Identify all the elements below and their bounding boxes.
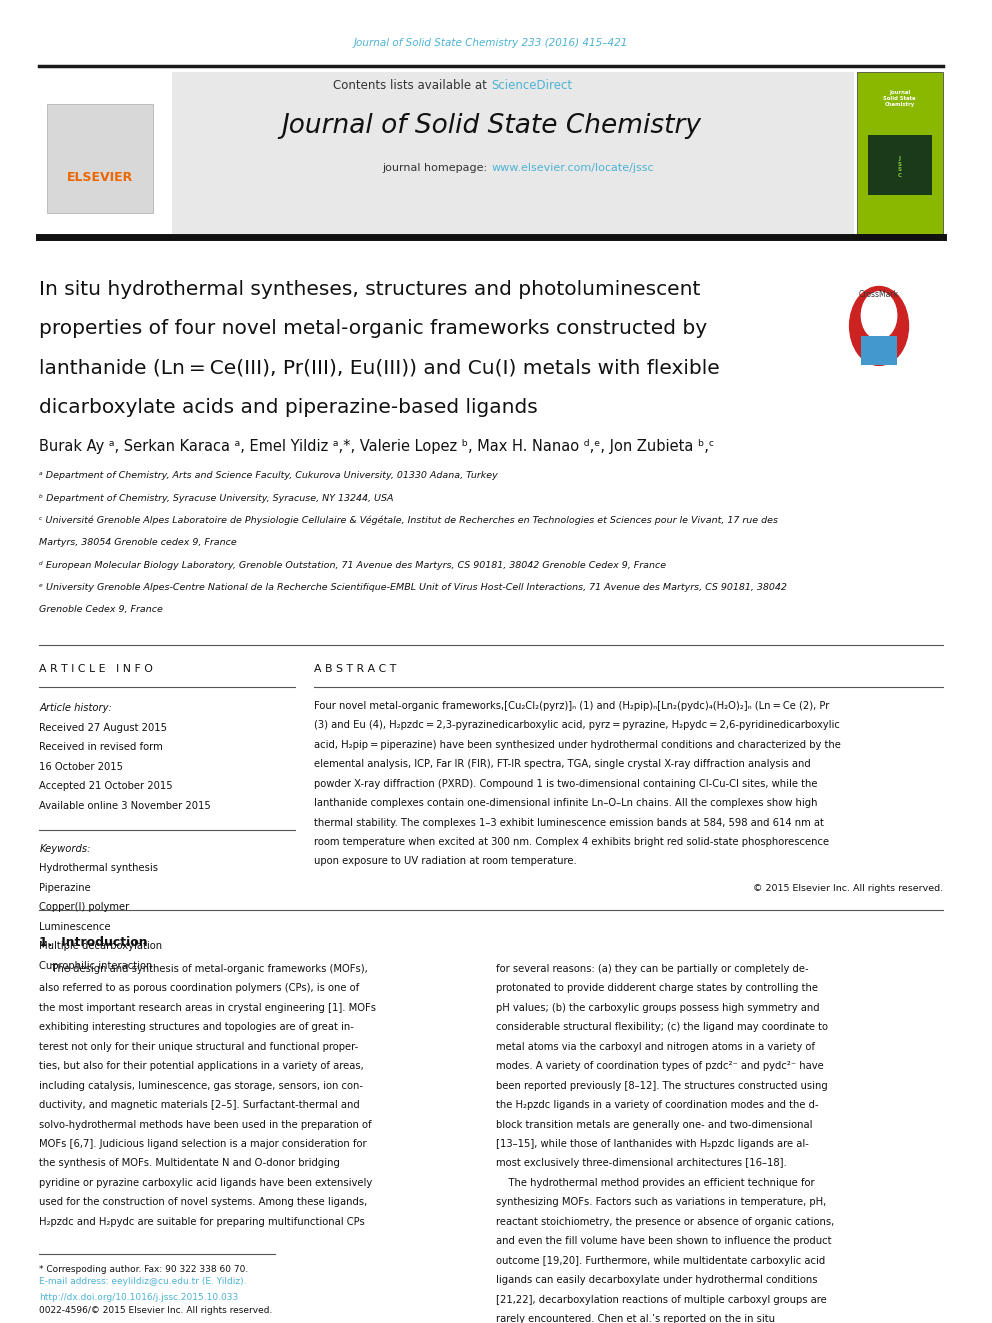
Text: pH values; (b) the carboxylic groups possess high symmetry and: pH values; (b) the carboxylic groups pos… (496, 1003, 819, 1013)
Text: thermal stability. The complexes 1–3 exhibit luminescence emission bands at 584,: thermal stability. The complexes 1–3 exh… (314, 818, 824, 827)
Text: modes. A variety of coordination types of pzdc²⁻ and pydc²⁻ have: modes. A variety of coordination types o… (496, 1061, 823, 1072)
Text: powder X-ray diffraction (PXRD). Compound 1 is two-dimensional containing Cl-Cu-: powder X-ray diffraction (PXRD). Compoun… (314, 779, 817, 789)
Text: lanthanide complexes contain one-dimensional infinite Ln–O–Ln chains. All the co: lanthanide complexes contain one-dimensi… (314, 798, 817, 808)
Text: Cuprophilic interaction: Cuprophilic interaction (40, 960, 153, 971)
Text: In situ hydrothermal syntheses, structures and photoluminescent: In situ hydrothermal syntheses, structur… (40, 279, 700, 299)
Text: CrossMark: CrossMark (859, 290, 899, 299)
Text: http://dx.doi.org/10.1016/j.jssc.2015.10.033: http://dx.doi.org/10.1016/j.jssc.2015.10… (40, 1293, 238, 1302)
FancyBboxPatch shape (868, 135, 932, 194)
Text: upon exposure to UV radiation at room temperature.: upon exposure to UV radiation at room te… (314, 856, 577, 867)
Text: ᵉ University Grenoble Alpes-Centre National de la Recherche Scientifique-EMBL Un: ᵉ University Grenoble Alpes-Centre Natio… (40, 583, 788, 591)
Text: 0022-4596/© 2015 Elsevier Inc. All rights reserved.: 0022-4596/© 2015 Elsevier Inc. All right… (40, 1306, 273, 1315)
Text: ties, but also for their potential applications in a variety of areas,: ties, but also for their potential appli… (40, 1061, 364, 1072)
Text: ScienceDirect: ScienceDirect (491, 79, 572, 91)
Text: * Correspoding author. Fax: 90 322 338 60 70.: * Correspoding author. Fax: 90 322 338 6… (40, 1265, 249, 1274)
Text: Multiple decarboxylation: Multiple decarboxylation (40, 941, 163, 951)
Text: Available online 3 November 2015: Available online 3 November 2015 (40, 800, 211, 811)
Text: considerable structural flexibility; (c) the ligand may coordinate to: considerable structural flexibility; (c)… (496, 1023, 828, 1032)
Text: [13–15], while those of lanthanides with H₂pzdc ligands are al-: [13–15], while those of lanthanides with… (496, 1139, 808, 1148)
Text: been reported previously [8–12]. The structures constructed using: been reported previously [8–12]. The str… (496, 1081, 827, 1090)
Text: outcome [19,20]. Furthermore, while multidentate carboxylic acid: outcome [19,20]. Furthermore, while mult… (496, 1256, 825, 1266)
Text: Copper(I) polymer: Copper(I) polymer (40, 902, 130, 912)
Text: rarely encountered. Chen et al.’s reported on the in situ: rarely encountered. Chen et al.’s report… (496, 1314, 775, 1323)
Text: E-mail address: eeylildiz@cu.edu.tr (E. Yildiz).: E-mail address: eeylildiz@cu.edu.tr (E. … (40, 1277, 247, 1286)
Text: Journal of Solid State Chemistry 233 (2016) 415–421: Journal of Solid State Chemistry 233 (20… (354, 38, 628, 49)
Text: terest not only for their unique structural and functional proper-: terest not only for their unique structu… (40, 1041, 358, 1052)
Text: Grenoble Cedex 9, France: Grenoble Cedex 9, France (40, 606, 163, 614)
Text: and even the fill volume have been shown to influence the product: and even the fill volume have been shown… (496, 1236, 831, 1246)
Text: most exclusively three-dimensional architectures [16–18].: most exclusively three-dimensional archi… (496, 1159, 787, 1168)
Text: (3) and Eu (4), H₂pzdc = 2,3-pyrazinedicarboxylic acid, pyrz = pyrazine, H₂pydc : (3) and Eu (4), H₂pzdc = 2,3-pyrazinedic… (314, 720, 840, 730)
Text: dicarboxylate acids and piperazine-based ligands: dicarboxylate acids and piperazine-based… (40, 398, 538, 417)
Text: 16 October 2015: 16 October 2015 (40, 762, 123, 771)
Text: including catalysis, luminescence, gas storage, sensors, ion con-: including catalysis, luminescence, gas s… (40, 1081, 363, 1090)
Text: journal homepage:: journal homepage: (383, 163, 491, 173)
FancyBboxPatch shape (40, 73, 172, 234)
Text: for several reasons: (a) they can be partially or completely de-: for several reasons: (a) they can be par… (496, 964, 808, 974)
Text: 1.  Introduction: 1. Introduction (40, 937, 148, 949)
Text: Keywords:: Keywords: (40, 844, 91, 853)
FancyBboxPatch shape (861, 336, 897, 365)
Text: Journal of Solid State Chemistry: Journal of Solid State Chemistry (281, 114, 701, 139)
Text: ᵈ European Molecular Biology Laboratory, Grenoble Outstation, 71 Avenue des Mart: ᵈ European Molecular Biology Laboratory,… (40, 561, 667, 570)
Text: properties of four novel metal-organic frameworks constructed by: properties of four novel metal-organic f… (40, 319, 707, 339)
Text: exhibiting interesting structures and topologies are of great in-: exhibiting interesting structures and to… (40, 1023, 354, 1032)
FancyBboxPatch shape (48, 103, 153, 213)
Text: ᶜ Université Grenoble Alpes Laboratoire de Physiologie Cellulaire & Végétale, In: ᶜ Université Grenoble Alpes Laboratoire … (40, 516, 779, 525)
Text: metal atoms via the carboxyl and nitrogen atoms in a variety of: metal atoms via the carboxyl and nitroge… (496, 1041, 815, 1052)
Text: ELSEVIER: ELSEVIER (67, 171, 133, 184)
Text: H₂pzdc and H₂pydc are suitable for preparing multifunctional CPs: H₂pzdc and H₂pydc are suitable for prepa… (40, 1217, 365, 1226)
Text: The design and synthesis of metal-organic frameworks (MOFs),: The design and synthesis of metal-organi… (40, 964, 368, 974)
Text: Burak Ay ᵃ, Serkan Karaca ᵃ, Emel Yildiz ᵃ,*, Valerie Lopez ᵇ, Max H. Nanao ᵈ,ᵉ,: Burak Ay ᵃ, Serkan Karaca ᵃ, Emel Yildiz… (40, 439, 714, 454)
Text: Journal
Solid State
Chemistry: Journal Solid State Chemistry (883, 90, 916, 107)
Text: solvo-hydrothermal methods have been used in the preparation of: solvo-hydrothermal methods have been use… (40, 1119, 372, 1130)
Text: A B S T R A C T: A B S T R A C T (314, 664, 397, 673)
Text: the synthesis of MOFs. Multidentate N and O-donor bridging: the synthesis of MOFs. Multidentate N an… (40, 1159, 340, 1168)
Text: room temperature when excited at 300 nm. Complex 4 exhibits bright red solid-sta: room temperature when excited at 300 nm.… (314, 837, 829, 847)
Text: protonated to provide didderent charge states by controlling the: protonated to provide didderent charge s… (496, 983, 818, 994)
Text: [21,22], decarboxylation reactions of multiple carboxyl groups are: [21,22], decarboxylation reactions of mu… (496, 1295, 826, 1304)
Text: Article history:: Article history: (40, 704, 112, 713)
Text: J
S
S
C: J S S C (898, 156, 902, 179)
Text: synthesizing MOFs. Factors such as variations in temperature, pH,: synthesizing MOFs. Factors such as varia… (496, 1197, 826, 1208)
Text: lanthanide (Ln = Ce(III), Pr(III), Eu(III)) and Cu(I) metals with flexible: lanthanide (Ln = Ce(III), Pr(III), Eu(II… (40, 359, 720, 377)
Text: also referred to as porous coordination polymers (CPs), is one of: also referred to as porous coordination … (40, 983, 359, 994)
Text: reactant stoichiometry, the presence or absence of organic cations,: reactant stoichiometry, the presence or … (496, 1217, 834, 1226)
Text: used for the construction of novel systems. Among these ligands,: used for the construction of novel syste… (40, 1197, 368, 1208)
Text: The hydrothermal method provides an efficient technique for: The hydrothermal method provides an effi… (496, 1177, 814, 1188)
Text: Received 27 August 2015: Received 27 August 2015 (40, 722, 168, 733)
Circle shape (849, 287, 909, 365)
Text: © 2015 Elsevier Inc. All rights reserved.: © 2015 Elsevier Inc. All rights reserved… (753, 884, 942, 893)
FancyBboxPatch shape (172, 73, 854, 234)
Text: ligands can easily decarboxylate under hydrothermal conditions: ligands can easily decarboxylate under h… (496, 1275, 817, 1285)
FancyBboxPatch shape (857, 73, 942, 234)
Text: ᵇ Department of Chemistry, Syracuse University, Syracuse, NY 13244, USA: ᵇ Department of Chemistry, Syracuse Univ… (40, 493, 394, 503)
Text: ᵃ Department of Chemistry, Arts and Science Faculty, Cukurova University, 01330 : ᵃ Department of Chemistry, Arts and Scie… (40, 471, 498, 480)
Text: the H₂pzdc ligands in a variety of coordination modes and the d-: the H₂pzdc ligands in a variety of coord… (496, 1101, 818, 1110)
Circle shape (861, 292, 897, 339)
Text: www.elsevier.com/locate/jssc: www.elsevier.com/locate/jssc (491, 163, 654, 173)
Text: Received in revised form: Received in revised form (40, 742, 163, 753)
Text: ductivity, and magnetic materials [2–5]. Surfactant-thermal and: ductivity, and magnetic materials [2–5].… (40, 1101, 360, 1110)
Text: A R T I C L E   I N F O: A R T I C L E I N F O (40, 664, 153, 673)
Text: Luminescence: Luminescence (40, 922, 111, 931)
Text: Four novel metal-organic frameworks,[Cu₂Cl₂(pyrz)]ₙ (1) and (H₂pip)ₙ[Ln₂(pydc)₄(: Four novel metal-organic frameworks,[Cu₂… (314, 701, 829, 710)
Text: MOFs [6,7]. Judicious ligand selection is a major consideration for: MOFs [6,7]. Judicious ligand selection i… (40, 1139, 367, 1148)
Text: Martyrs, 38054 Grenoble cedex 9, France: Martyrs, 38054 Grenoble cedex 9, France (40, 538, 237, 548)
Text: Accepted 21 October 2015: Accepted 21 October 2015 (40, 782, 173, 791)
Text: acid, H₂pip = piperazine) have been synthesized under hydrothermal conditions an: acid, H₂pip = piperazine) have been synt… (314, 740, 841, 750)
Text: Hydrothermal synthesis: Hydrothermal synthesis (40, 863, 159, 873)
Text: pyridine or pyrazine carboxylic acid ligands have been extensively: pyridine or pyrazine carboxylic acid lig… (40, 1177, 373, 1188)
Text: the most important research areas in crystal engineering [1]. MOFs: the most important research areas in cry… (40, 1003, 376, 1013)
Text: Piperazine: Piperazine (40, 882, 91, 893)
Text: Contents lists available at: Contents lists available at (333, 79, 491, 91)
Text: elemental analysis, ICP, Far IR (FIR), FT-IR spectra, TGA, single crystal X-ray : elemental analysis, ICP, Far IR (FIR), F… (314, 759, 811, 769)
Text: block transition metals are generally one- and two-dimensional: block transition metals are generally on… (496, 1119, 812, 1130)
